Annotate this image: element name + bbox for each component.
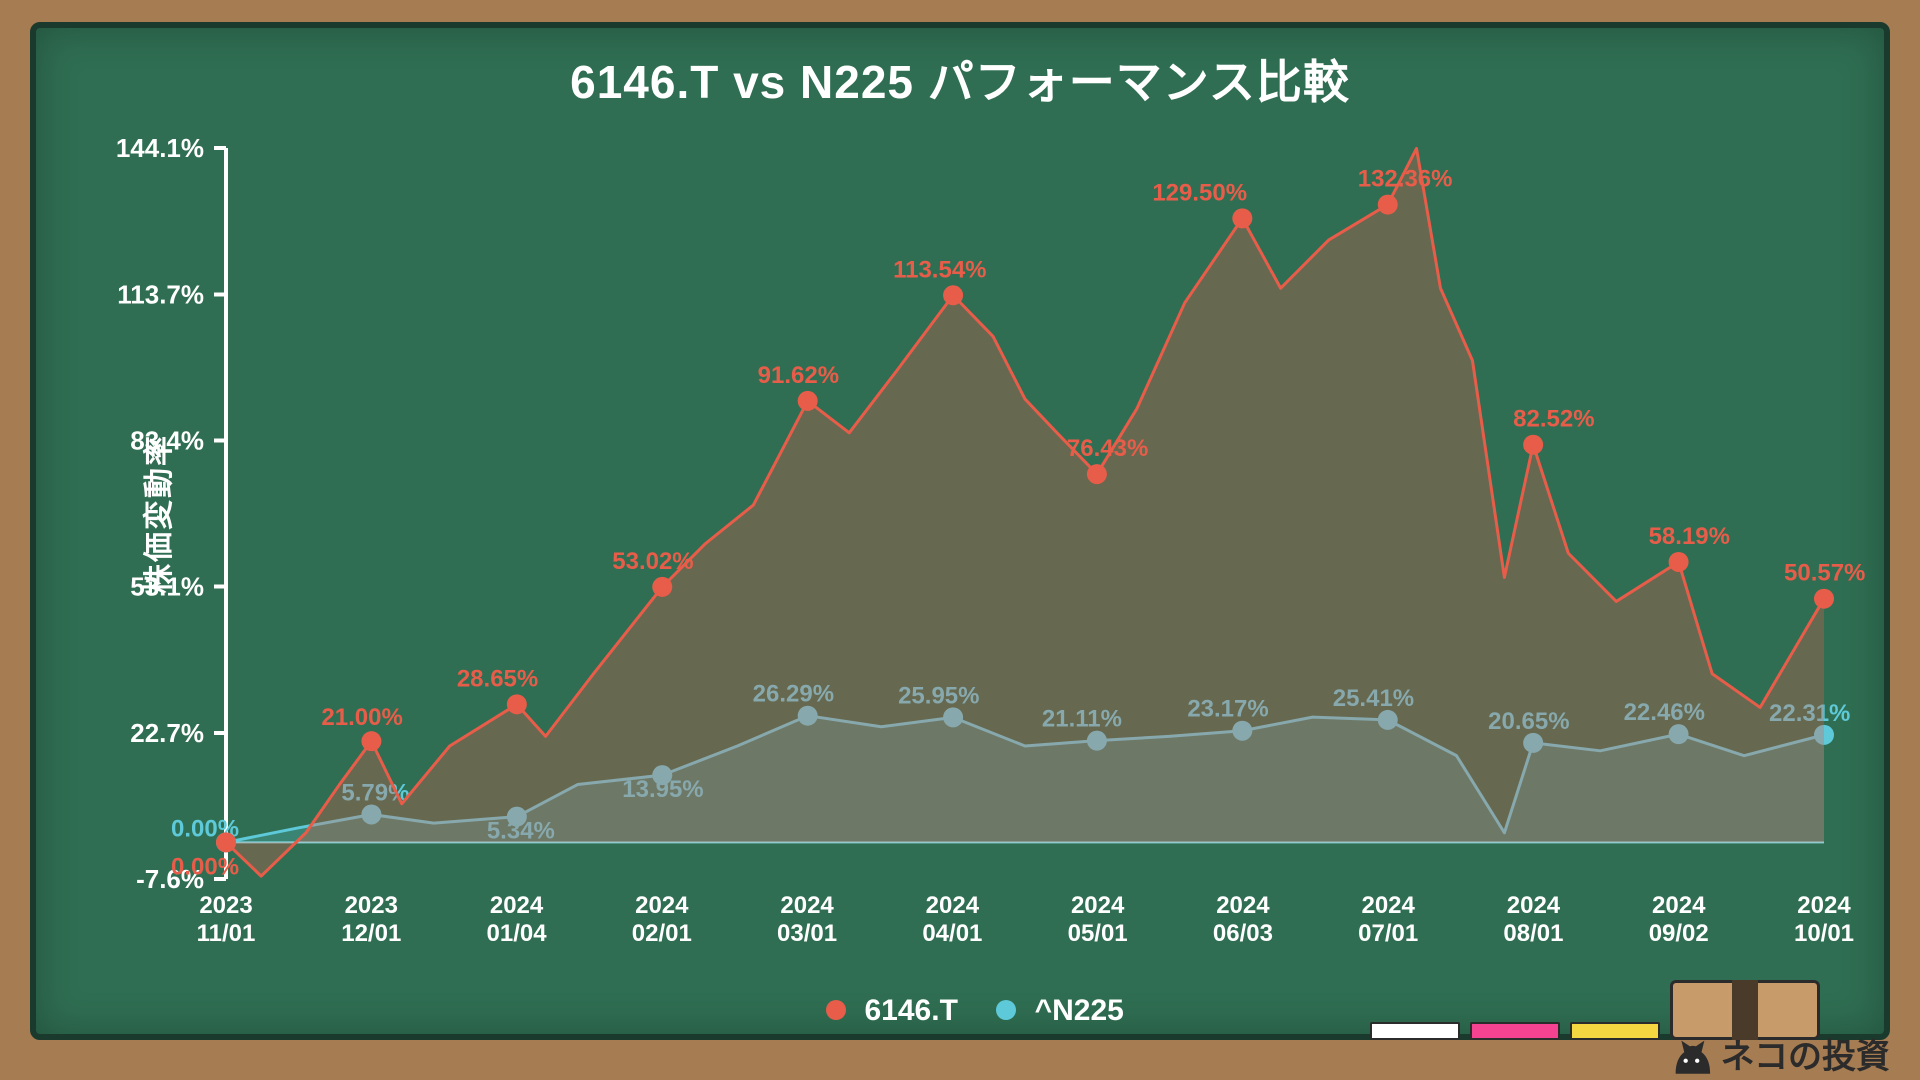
cat-icon [1667, 1032, 1713, 1078]
svg-text:04/01: 04/01 [922, 920, 982, 947]
svg-text:91.62%: 91.62% [758, 362, 839, 389]
svg-text:05/01: 05/01 [1068, 920, 1128, 947]
svg-text:2024: 2024 [1361, 892, 1415, 919]
svg-text:0.00%: 0.00% [171, 853, 239, 880]
svg-text:2024: 2024 [1652, 892, 1706, 919]
svg-text:113.54%: 113.54% [893, 256, 986, 283]
svg-text:02/01: 02/01 [632, 920, 692, 947]
svg-text:03/01: 03/01 [777, 920, 837, 947]
chart-svg: -7.6%22.7%53.1%83.4%113.7%144.1%202311/0… [226, 148, 1824, 879]
svg-text:10/01: 10/01 [1794, 920, 1854, 947]
svg-text:129.50%: 129.50% [1152, 179, 1247, 206]
svg-text:144.1%: 144.1% [116, 133, 204, 163]
svg-text:53.02%: 53.02% [612, 548, 693, 575]
svg-text:11/01: 11/01 [197, 920, 256, 947]
svg-text:09/02: 09/02 [1649, 920, 1709, 947]
svg-text:2023: 2023 [345, 892, 398, 919]
svg-text:50.57%: 50.57% [1784, 560, 1865, 587]
svg-text:2024: 2024 [635, 892, 689, 919]
svg-text:113.7%: 113.7% [117, 279, 204, 309]
legend-dot-b [996, 1000, 1016, 1020]
svg-text:83.4%: 83.4% [130, 425, 204, 455]
svg-text:2024: 2024 [926, 892, 980, 919]
svg-text:2024: 2024 [1507, 892, 1561, 919]
svg-text:12/01: 12/01 [341, 920, 401, 947]
legend-label-a: 6146.T [865, 994, 958, 1027]
svg-text:132.36%: 132.36% [1358, 166, 1453, 193]
svg-text:2024: 2024 [780, 892, 834, 919]
svg-text:53.1%: 53.1% [130, 572, 204, 602]
svg-text:2024: 2024 [1797, 892, 1851, 919]
svg-text:21.00%: 21.00% [321, 704, 402, 731]
legend-label-b: ^N225 [1035, 994, 1124, 1027]
svg-text:01/04: 01/04 [487, 920, 548, 947]
brand-text: ネコの投資 [1721, 1029, 1890, 1078]
svg-text:58.19%: 58.19% [1649, 523, 1730, 550]
brand: ネコの投資 [1667, 1029, 1890, 1078]
svg-text:06/03: 06/03 [1213, 920, 1273, 947]
svg-text:2024: 2024 [1071, 892, 1125, 919]
svg-text:2023: 2023 [199, 892, 252, 919]
svg-text:28.65%: 28.65% [457, 665, 538, 692]
svg-text:08/01: 08/01 [1503, 920, 1563, 947]
chalkboard: 6146.T vs N225 パフォーマンス比較 株価変動率 -7.6%22.7… [30, 22, 1890, 1040]
y-axis-label: 株価変動率 [134, 434, 178, 594]
svg-text:2024: 2024 [490, 892, 544, 919]
chart-title: 6146.T vs N225 パフォーマンス比較 [36, 46, 1884, 112]
svg-text:76.43%: 76.43% [1067, 435, 1148, 462]
svg-text:07/01: 07/01 [1358, 920, 1418, 947]
plot-area: 株価変動率 -7.6%22.7%53.1%83.4%113.7%144.1%20… [226, 148, 1824, 879]
legend-dot-a [826, 1000, 846, 1020]
svg-text:2024: 2024 [1216, 892, 1270, 919]
svg-text:82.52%: 82.52% [1513, 406, 1594, 433]
svg-text:22.7%: 22.7% [130, 718, 204, 748]
